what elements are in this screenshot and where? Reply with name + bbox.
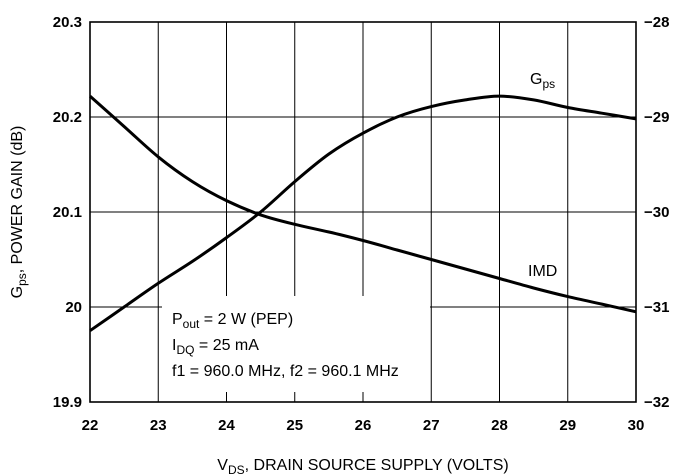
y-axis-title-main: G: [9, 286, 26, 298]
y-tick-label: 20.3: [53, 14, 82, 31]
series-label-gps: Gps: [530, 71, 555, 91]
y-axis-title-sub: ps: [15, 273, 29, 286]
annotation-line-freq: f1 = 960.0 MHz, f2 = 960.1 MHz: [172, 363, 399, 380]
x-tick-label: 22: [82, 417, 99, 434]
grid: [90, 22, 636, 402]
x-axis-title-sub: DS: [228, 463, 245, 474]
y2-tick-labels: −32 −31 −30 −29 −28: [644, 14, 669, 411]
y-tick-label: 20.1: [53, 204, 82, 221]
x-tick-label: 28: [491, 417, 508, 434]
y-tick-label: 20: [65, 299, 82, 316]
x-tick-label: 27: [423, 417, 440, 434]
x-tick-label: 25: [286, 417, 303, 434]
y-axis-title: Gps, POWER GAIN (dB): [9, 126, 29, 299]
x-tick-labels: 22 23 24 25 26 27 28 29 30: [82, 417, 645, 434]
y-tick-labels: 19.9 20 20.1 20.2 20.3: [53, 14, 82, 411]
series-label-gps-main: G: [530, 71, 542, 88]
series-label-gps-sub: ps: [542, 77, 555, 91]
y-axis-title-rest: , POWER GAIN (dB): [9, 126, 26, 274]
x-axis-title-rest: , DRAIN SOURCE SUPPLY (VOLTS): [245, 457, 509, 474]
plot-frame: [89, 21, 637, 403]
x-axis-title-main: V: [217, 457, 228, 474]
y2-tick-label: −31: [644, 299, 669, 316]
series-line-imd: [88, 94, 637, 314]
x-tick-label: 24: [218, 417, 235, 434]
x-tick-label: 29: [559, 417, 576, 434]
y-tick-label: 19.9: [53, 394, 82, 411]
series-line-gps: [89, 94, 637, 332]
y-tick-label: 20.2: [53, 109, 82, 126]
x-tick-label: 26: [355, 417, 372, 434]
series-layer: [88, 94, 637, 332]
y2-tick-label: −28: [644, 14, 669, 31]
x-axis-title: VDS, DRAIN SOURCE SUPPLY (VOLTS): [217, 457, 508, 474]
x-tick-label: 30: [628, 417, 645, 434]
y2-tick-label: −30: [644, 204, 669, 221]
series-label-imd: IMD: [528, 263, 557, 280]
annotation-line-idq: IDQ = 25 mA: [172, 337, 259, 357]
y2-tick-label: −29: [644, 109, 669, 126]
conditions-annotation: Pout = 2 W (PEP) IDQ = 25 mA f1 = 960.0 …: [172, 311, 399, 380]
annotation-box: [162, 296, 430, 392]
x-tick-label: 23: [150, 417, 167, 434]
annotation-line-pout: Pout = 2 W (PEP): [172, 311, 293, 331]
y2-tick-label: −32: [644, 394, 669, 411]
